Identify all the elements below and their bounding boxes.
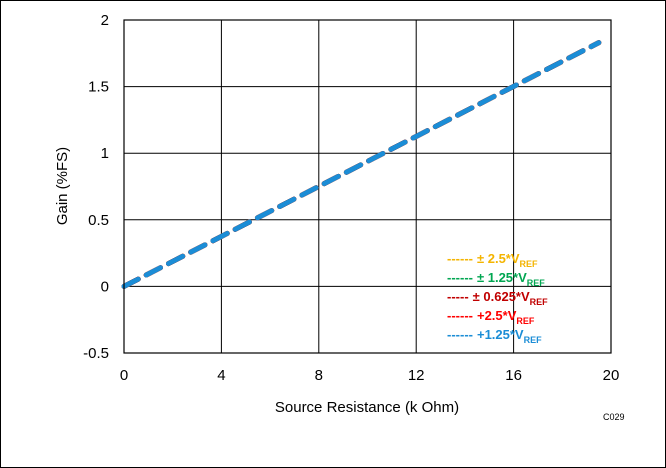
figure-code: C029 <box>603 412 625 422</box>
legend-subscript: REF <box>530 297 549 307</box>
legend-dash: ------ <box>447 251 473 266</box>
x-tick-label: 0 <box>120 367 128 384</box>
legend-label: ± 0.625*V <box>473 289 530 304</box>
x-tick-labels: 0 4 8 12 16 20 <box>120 367 620 384</box>
series-line-5 <box>121 40 602 289</box>
legend-subscript: REF <box>516 316 535 326</box>
plot-border <box>123 19 612 354</box>
legend-label: ± 1.25*V <box>477 270 527 285</box>
legend-entry-2: ------ ± 1.25*VREF <box>447 270 545 288</box>
legend-label: +1.25*V <box>477 327 524 342</box>
legend-dash: ------ <box>447 327 473 342</box>
x-tick-label: 16 <box>505 367 522 384</box>
legend-subscript: REF <box>527 278 546 288</box>
legend-dash: ----- <box>447 289 469 304</box>
y-tick-label: 0 <box>101 278 109 295</box>
x-tick-label: 4 <box>217 367 225 384</box>
legend-dash: ------ <box>447 308 473 323</box>
x-tick-label: 8 <box>315 367 323 384</box>
series-lines <box>121 40 602 289</box>
legend-entry-3: ----- ± 0.625*VREF <box>447 289 548 307</box>
legend-dash: ------ <box>447 270 473 285</box>
legend-entry-1: ------ ± 2.5*VREF <box>447 251 538 269</box>
y-axis-label: Gain (%FS) <box>54 147 71 225</box>
y-tick-labels: -0.5 0 0.5 1 1.5 2 <box>83 12 109 362</box>
legend-label: ± 2.5*V <box>477 251 520 266</box>
legend-subscript: REF <box>520 259 539 269</box>
x-tick-label: 12 <box>408 367 425 384</box>
y-tick-label: 2 <box>101 12 109 29</box>
y-tick-label: -0.5 <box>83 345 109 362</box>
y-tick-label: 1 <box>101 145 109 162</box>
x-tick-label: 20 <box>603 367 620 384</box>
legend-entry-4: ------ +2.5*VREF <box>447 308 535 326</box>
y-tick-label: 1.5 <box>88 79 109 96</box>
legend-subscript: REF <box>524 335 543 345</box>
y-tick-label: 0.5 <box>88 212 109 229</box>
legend-entry-5: ------ +1.25*VREF <box>447 327 542 345</box>
x-axis-label: Source Resistance (k Ohm) <box>275 399 459 416</box>
legend-label: +2.5*V <box>477 308 517 323</box>
legend: ------ ± 2.5*VREF------ ± 1.25*VREF----- ± … <box>447 251 548 345</box>
